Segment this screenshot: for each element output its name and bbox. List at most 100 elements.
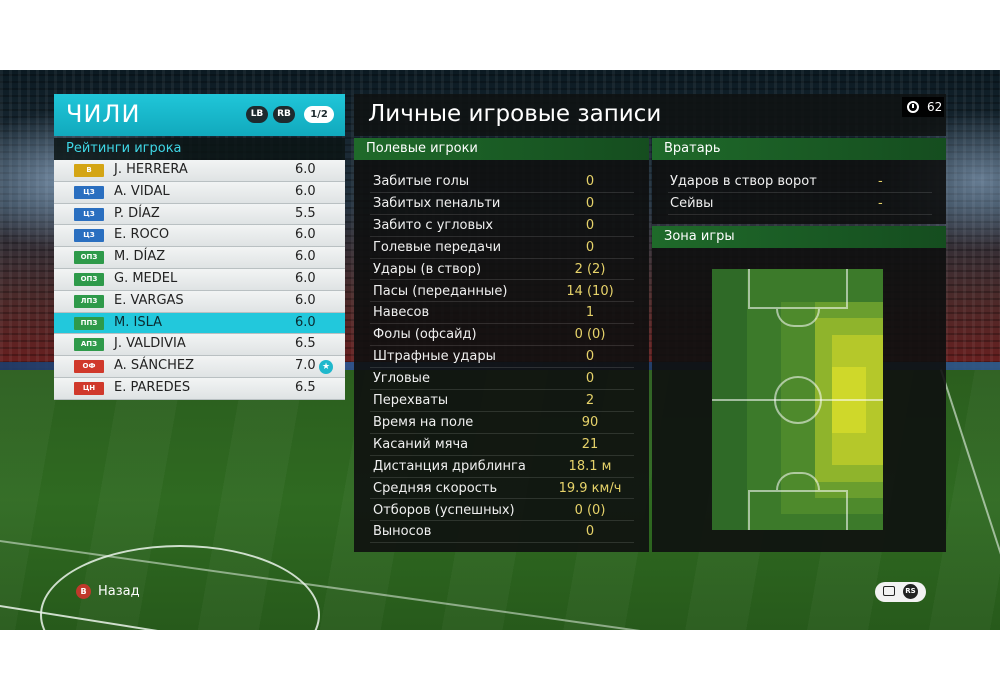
heatmap-cell [865,317,883,335]
heatmap-cell [848,415,867,433]
gk-stat-label: Ударов в створ ворот [670,174,817,189]
player-row[interactable]: ОФ A. SÁNCHEZ 7.0 ★ [54,356,345,378]
back-label[interactable]: Назад [98,584,140,599]
heatmap-cell [831,350,850,368]
heatmap-cell [848,481,867,498]
player-row[interactable]: ОПЗ G. MEDEL 6.0 [54,268,345,291]
heatmap-cell [763,464,781,482]
back-button[interactable]: B [76,584,91,599]
gk-stat-value: - [878,196,883,211]
stat-label: Забито с угловых [373,217,494,233]
heatmap-cell [831,513,850,530]
stat-value: 18.1 м [568,458,612,474]
heatmap-cell [763,448,781,466]
stat-value: 0 [585,349,595,365]
player-rating: 6.0 [295,270,316,286]
heatmap-cell [729,513,747,530]
heatmap-cell [712,464,730,482]
player-name: M. DÍAZ [114,249,166,265]
field-players-header: Полевые игроки [354,138,649,160]
match-timer: 62 [902,97,944,117]
stat-row: Время на поле 90 [370,412,634,434]
heatmap-cell [848,366,867,384]
stat-row: Фолы (офсайд) 0 (0) [370,324,634,347]
player-row[interactable]: АПЗ J. VALDIVIA 6.5 [54,334,345,357]
player-row[interactable]: ОПЗ M. DÍAZ 6.0 [54,247,345,269]
heatmap-cell [729,366,747,384]
stat-row: Дистанция дриблинга 18.1 м [370,456,634,478]
heatmap-cell [746,366,764,384]
stat-label: Голевые передачи [373,239,502,255]
stat-value: 21 [581,436,599,452]
heatmap-cell [729,464,747,482]
ratings-header: Рейтинги игрока [54,138,345,160]
heatmap-cell [865,464,883,482]
player-row[interactable]: В J. HERRERA 6.0 [54,160,345,182]
rs-button-icon[interactable]: RS [903,584,918,599]
player-row[interactable]: ЦН E. PAREDES 6.5 [54,377,345,400]
heatmap-cell [780,497,798,515]
chat-icon[interactable] [883,586,895,596]
position-badge: ЦН [74,381,104,395]
stat-value: 0 (0) [574,502,606,518]
player-rating: 6.5 [295,379,316,395]
heatmap-cell [780,448,798,466]
heatmap-cell [746,399,764,417]
heatmap-center-circle [774,376,822,424]
stat-row: Угловые 0 [370,368,634,390]
stat-row: Выносов 0 [370,521,634,544]
heatmap-cell [814,464,833,482]
stat-label: Дистанция дриблинга [373,458,526,474]
heatmap-cell [746,513,764,530]
stat-value: 1 [585,305,595,321]
heatmap-cell [848,448,867,466]
heatmap-cell [831,432,850,449]
stat-value: 2 (2) [574,261,606,277]
position-badge: ЦЗ [74,185,104,199]
ratings-title: Рейтинги игрока [66,141,182,156]
gk-stat-label: Сейвы [670,196,714,211]
heatmap-cell [865,513,883,530]
heatmap-cell [848,513,867,530]
heatmap-cell [712,481,730,498]
heatmap-cell [797,497,816,515]
stat-row: Штрафные удары 0 [370,346,634,369]
heatmap-cell [797,513,816,530]
stat-value: 90 [581,414,599,430]
player-row[interactable]: ЦЗ E. ROCO 6.0 [54,225,345,248]
heatmap-cell [729,481,747,498]
player-row[interactable]: ЛПЗ E. VARGAS 6.0 [54,290,345,313]
player-name: M. ISLA [114,314,163,330]
stat-label: Время на поле [373,414,474,430]
chat-controls[interactable]: RS [875,582,926,602]
player-row[interactable]: ЦЗ P. DÍAZ 5.5 [54,203,345,226]
heatmap-cell [814,285,833,303]
stat-value: 0 [585,239,595,255]
penalty-box-bottom [748,490,848,530]
lb-button[interactable]: LB [246,106,268,123]
zone-header: Зона игры [652,226,946,248]
heatmap-cell [746,481,764,498]
player-list: В J. HERRERA 6.0 ЦЗ A. VIDAL 6.0 ЦЗ P. DÍAZ 5.5 Ц… [54,160,345,400]
heatmap-cell [780,432,798,449]
heatmap-cell [814,448,833,466]
heatmap-cell [712,285,730,303]
rb-button[interactable]: RB [273,106,295,123]
heatmap-cell [763,513,781,530]
player-name: P. DÍAZ [114,205,160,221]
heatmap-cell [729,334,747,352]
heatmap-cell [763,415,781,433]
stat-label: Средняя скорость [373,480,498,496]
heatmap-cell [865,399,883,417]
player-row[interactable]: ЦЗ A. VIDAL 6.0 [54,181,345,204]
position-badge: ЦЗ [74,229,104,243]
heatmap-cell [746,464,764,482]
position-badge: ЦЗ [74,207,104,221]
position-badge: ОФ [74,360,104,374]
player-row[interactable]: ППЗ M. ISLA 6.0 [54,312,345,335]
heatmap-cell [865,285,883,303]
heatmap-cell [865,383,883,400]
position-badge: ЛПЗ [74,294,104,308]
page-title: Личные игровые записи [368,101,662,127]
goalkeeper-title: Вратарь [664,141,721,156]
